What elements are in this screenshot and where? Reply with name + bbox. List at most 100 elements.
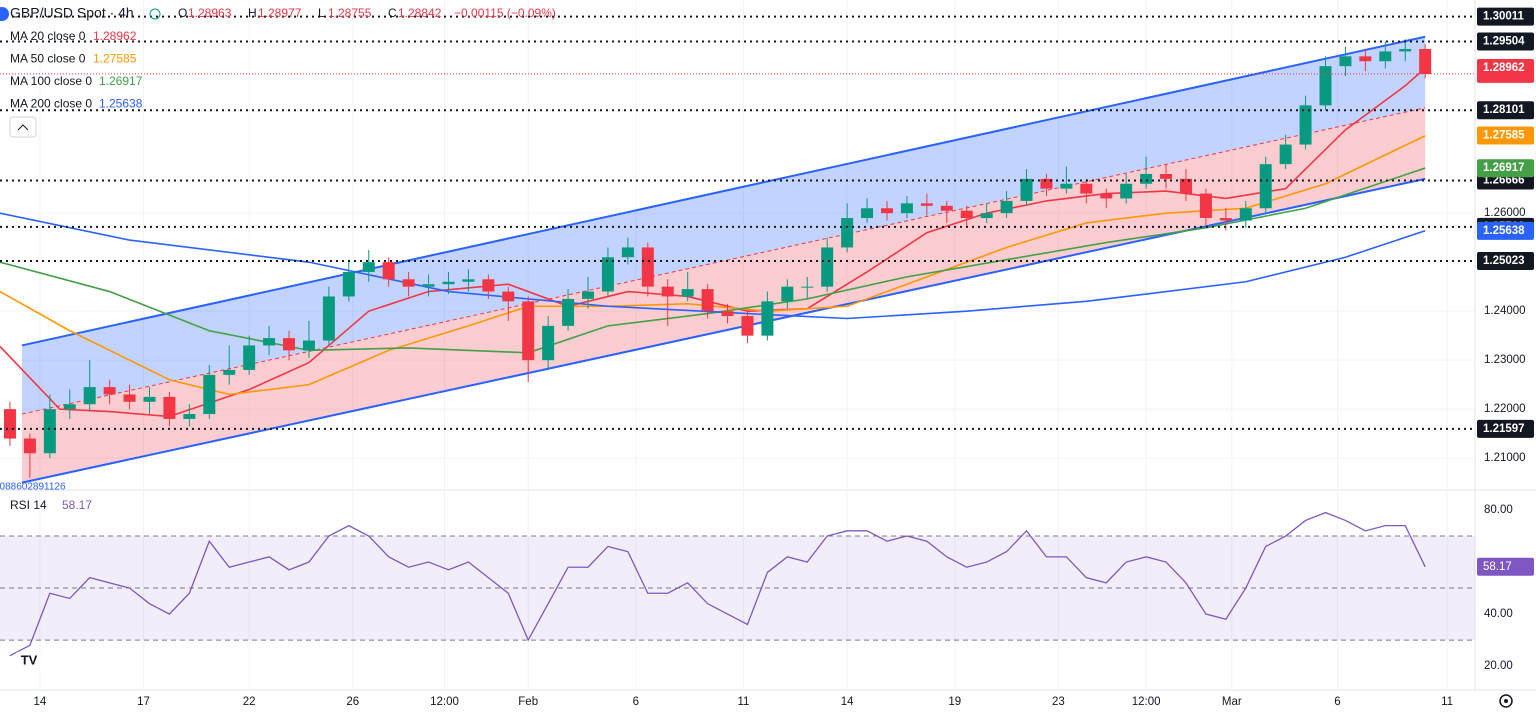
- y-tick-label: 1.22000: [1484, 403, 1526, 415]
- ma-legend-name: MA 20 close 0: [10, 29, 86, 43]
- candle-body: [1239, 208, 1252, 221]
- candle-body: [920, 203, 933, 206]
- rsi-tick-label: 20.00: [1484, 660, 1513, 672]
- rsi-legend-name: RSI 14: [10, 498, 47, 512]
- level-label: 1.28101: [1483, 104, 1525, 116]
- candle-body: [502, 291, 515, 302]
- ma-price-label: 1.26917: [1483, 162, 1525, 174]
- candle-body: [1040, 178, 1053, 189]
- candle-body: [362, 262, 375, 272]
- x-tick-label: 23: [1052, 696, 1065, 708]
- x-tick-label: 19: [948, 696, 961, 708]
- candle-body: [582, 291, 595, 299]
- candle-body: [1140, 173, 1153, 184]
- candle-body: [1319, 66, 1332, 106]
- y-tick-label: 1.23000: [1484, 354, 1526, 366]
- y-tick-label: 1.24000: [1484, 305, 1526, 317]
- x-tick-label: 26: [346, 696, 359, 708]
- x-tick-label: 14: [841, 696, 854, 708]
- candle-body: [761, 301, 774, 336]
- ma-legend-value: 1.26917: [99, 74, 143, 88]
- rsi-line: [9, 511, 1426, 657]
- candle-body: [123, 394, 136, 402]
- candle-body: [302, 340, 315, 351]
- ma-line: [0, 135, 1426, 396]
- symbol-icon: [0, 7, 9, 21]
- candle-body: [661, 286, 674, 297]
- candle-body: [322, 296, 335, 341]
- candle-body: [1179, 178, 1192, 194]
- level-label: 1.29504: [1483, 35, 1525, 47]
- channel-lower-fill: [21, 107, 1426, 483]
- candle-body: [342, 271, 355, 297]
- candle-body: [203, 374, 216, 415]
- candle-body: [542, 325, 555, 361]
- rsi-value-label: 58.17: [1483, 561, 1512, 573]
- candle-body: [1419, 49, 1432, 74]
- candle-body: [1020, 178, 1033, 201]
- candle-body: [103, 387, 116, 395]
- ma-price-label: 1.28962: [1483, 62, 1525, 74]
- rsi-value-box: [1477, 557, 1534, 576]
- rsi-tick-label: 80.00: [1484, 504, 1513, 516]
- x-tick-label: 12:00: [430, 696, 459, 708]
- candle-body: [522, 301, 535, 361]
- candle-body: [23, 438, 36, 454]
- candle-body: [1160, 173, 1173, 179]
- ohlc-value: 1.28963: [188, 6, 232, 20]
- candle-body: [223, 369, 236, 375]
- candle-body: [263, 338, 276, 346]
- candle-body: [283, 338, 296, 351]
- candle-body: [960, 210, 973, 219]
- level-label-box: [1477, 101, 1534, 120]
- collapse-button[interactable]: [9, 116, 37, 138]
- x-tick-label: 11: [1441, 696, 1453, 708]
- candle-body: [163, 396, 176, 419]
- svg-text:TV: TV: [21, 652, 38, 667]
- candle-body: [861, 208, 874, 219]
- ma-price-label: 1.27585: [1483, 130, 1525, 142]
- ma-legend-name: MA 200 close 0: [10, 97, 92, 111]
- candle-body: [821, 247, 834, 287]
- ma-price-box: [1477, 59, 1534, 78]
- x-tick-label: 22: [243, 696, 256, 708]
- candle-body: [1120, 183, 1133, 199]
- candle-body: [1399, 49, 1412, 52]
- ma-legend-value: 1.27585: [93, 52, 137, 66]
- level-label: 1.26666: [1483, 175, 1525, 187]
- rsi-legend-value: 58.17: [62, 498, 92, 512]
- candle-body: [562, 298, 575, 326]
- ma-price-box: [1477, 159, 1534, 178]
- candle-body: [621, 247, 634, 258]
- x-tick-label: Feb: [518, 696, 538, 708]
- tv-logo: TV: [16, 652, 42, 670]
- level-label: 1.25023: [1483, 255, 1525, 267]
- candle-body: [1199, 193, 1212, 219]
- x-tick-label: 6: [633, 696, 639, 708]
- candle-body: [1080, 183, 1093, 194]
- candle-body: [1060, 183, 1073, 189]
- candle-body: [43, 409, 56, 454]
- channel-line: [21, 35, 1426, 347]
- candle-body: [63, 404, 76, 410]
- settings-icon[interactable]: [1499, 694, 1513, 708]
- ma-line: [0, 212, 1426, 320]
- x-tick-label: 11: [738, 696, 750, 708]
- candle-body: [402, 279, 415, 287]
- ma-legend-name: MA 100 close 0: [10, 74, 92, 88]
- ma-price-box: [1477, 221, 1534, 240]
- x-tick-label: Mar: [1222, 696, 1242, 708]
- candle-body: [382, 262, 395, 280]
- ohlc-value: 1.28842: [398, 6, 442, 20]
- candle-body: [183, 414, 196, 419]
- ma-price-box: [1477, 126, 1534, 145]
- ma-price-label: 1.25638: [1483, 225, 1525, 237]
- level-label-box: [1477, 7, 1534, 26]
- ohlc-label: C: [388, 6, 397, 20]
- candle-body: [1379, 51, 1392, 62]
- ohlc-label: H: [248, 6, 257, 20]
- candle-body: [462, 279, 475, 282]
- candle-body: [143, 396, 156, 402]
- candle-body: [1339, 56, 1352, 67]
